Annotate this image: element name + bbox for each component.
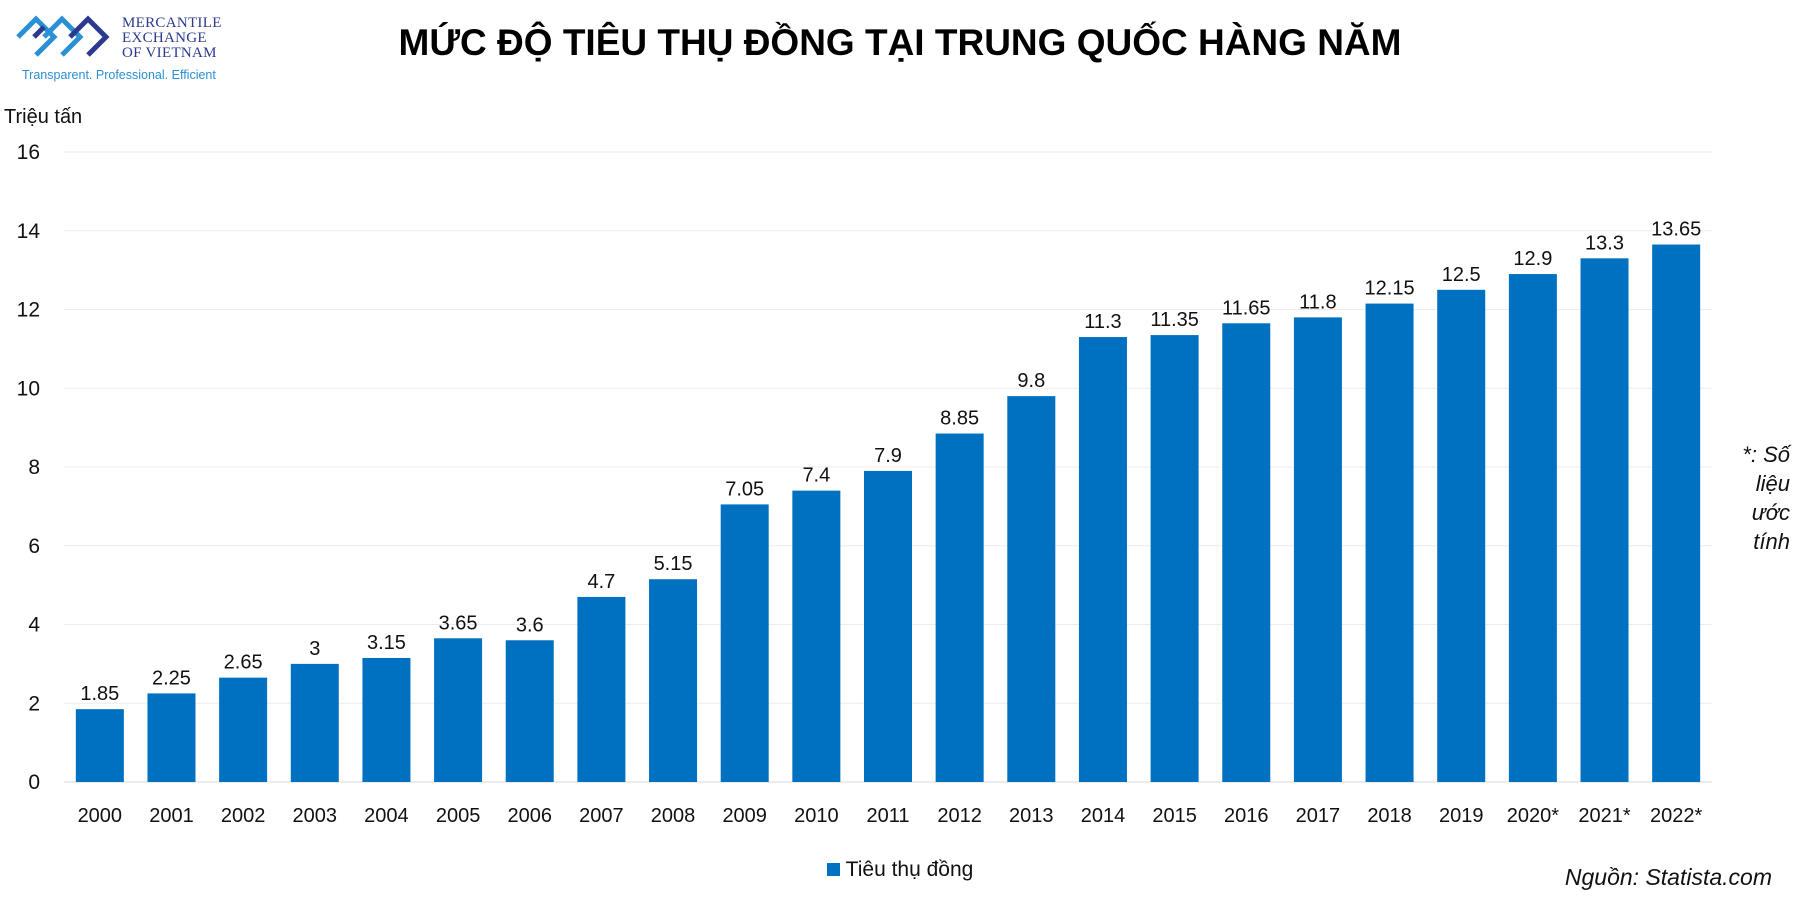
estimate-note: *: Số liệu ước tính — [1742, 442, 1790, 554]
x-tick-label: 2020* — [1507, 805, 1559, 827]
data-label: 11.8 — [1299, 291, 1336, 313]
x-tick-label: 2012 — [937, 805, 982, 827]
bar — [505, 640, 554, 782]
x-tick-label: 2003 — [293, 805, 338, 827]
data-label: 7.9 — [874, 445, 902, 467]
x-tick-label: 2018 — [1367, 805, 1412, 827]
bar — [1365, 303, 1414, 782]
x-tick-label: 2006 — [507, 805, 552, 827]
y-axis-unit-label: Triệu tấn — [4, 106, 83, 128]
logo-tagline: Transparent. Professional. Efficient — [22, 68, 216, 82]
x-tick-label: 2015 — [1152, 805, 1197, 827]
chart-title: MỨC ĐỘ TIÊU THỤ ĐỒNG TẠI TRUNG QUỐC HÀNG… — [398, 22, 1402, 63]
data-label: 11.35 — [1150, 309, 1199, 331]
bar — [147, 693, 196, 782]
data-label: 3.6 — [516, 614, 544, 636]
logo-line-3: OF VIETNAM — [122, 45, 217, 61]
x-tick-label: 2022* — [1650, 805, 1702, 827]
bar — [1150, 335, 1199, 782]
bar — [863, 470, 913, 782]
x-tick-label: 2013 — [1009, 805, 1054, 827]
y-tick-label: 2 — [28, 692, 40, 715]
data-label: 7.05 — [725, 478, 764, 500]
data-label: 9.8 — [1017, 370, 1045, 392]
x-tick-label: 2014 — [1081, 805, 1126, 827]
x-tick-label: 2008 — [651, 805, 696, 827]
data-label: 2.25 — [152, 667, 191, 689]
bar — [792, 490, 841, 782]
x-tick-label: 2019 — [1439, 805, 1484, 827]
bar — [577, 596, 626, 782]
x-tick-label: 2016 — [1224, 805, 1269, 827]
data-label: 4.7 — [587, 571, 615, 593]
bar — [1580, 258, 1629, 782]
bar — [720, 504, 769, 782]
bar — [935, 433, 984, 782]
bar — [1007, 396, 1056, 782]
bar — [362, 657, 411, 782]
bar — [1652, 244, 1701, 782]
x-tick-label: 2017 — [1296, 805, 1341, 827]
y-tick-label: 8 — [28, 456, 40, 479]
legend: Tiêu thụ đồng — [0, 858, 1800, 882]
data-label: 8.85 — [940, 408, 979, 430]
bar — [434, 638, 483, 782]
x-tick-label: 2009 — [722, 805, 767, 827]
data-label: 1.85 — [80, 683, 119, 705]
data-label: 3.15 — [367, 632, 406, 654]
logo-line-1: MERCANTILE — [122, 15, 222, 31]
logo-mark-icon — [16, 15, 110, 57]
data-label: 11.3 — [1084, 311, 1121, 333]
data-label: 5.15 — [654, 553, 693, 575]
logo: MERCANTILE EXCHANGE OF VIETNAM Transpare… — [14, 12, 244, 84]
y-tick-label: 6 — [28, 535, 40, 558]
data-label: 3.65 — [439, 612, 478, 634]
y-tick-label: 0 — [28, 771, 40, 794]
bar — [1222, 323, 1271, 782]
bar — [649, 579, 698, 782]
y-tick-label: 16 — [17, 141, 40, 164]
logo-text: MERCANTILE EXCHANGE OF VIETNAM — [122, 16, 222, 61]
data-label: 12.9 — [1513, 248, 1552, 270]
bar — [290, 663, 339, 782]
data-label: 12.15 — [1365, 278, 1415, 300]
source-note: Nguồn: Statista.com — [1564, 864, 1772, 890]
y-tick-label: 12 — [17, 299, 40, 322]
data-label: 11.65 — [1222, 297, 1271, 319]
x-tick-label: 2000 — [78, 805, 123, 827]
x-tick-label: 2002 — [221, 805, 266, 827]
legend-swatch — [826, 862, 840, 876]
legend-label: Tiêu thụ đồng — [845, 858, 974, 881]
y-tick-label: 14 — [17, 220, 41, 243]
x-tick-label: 2021* — [1578, 805, 1630, 827]
data-label: 12.5 — [1442, 264, 1481, 286]
y-tick-label: 4 — [28, 614, 40, 637]
x-tick-label: 2005 — [436, 805, 481, 827]
data-label: 13.3 — [1585, 232, 1624, 254]
bar — [1078, 337, 1127, 782]
bar — [1293, 317, 1342, 782]
data-label: 2.65 — [224, 652, 263, 674]
x-tick-label: 2001 — [149, 805, 194, 827]
bar — [1508, 274, 1557, 782]
data-label: 7.4 — [802, 465, 830, 487]
x-tick-label: 2004 — [364, 805, 409, 827]
bar — [219, 677, 268, 782]
data-label: 13.65 — [1651, 219, 1701, 241]
data-label: 3 — [309, 638, 320, 660]
y-tick-label: 10 — [17, 377, 40, 400]
logo-line-2: EXCHANGE — [122, 30, 207, 46]
bar — [75, 709, 124, 782]
bar — [1437, 289, 1486, 782]
x-tick-label: 2011 — [866, 805, 909, 827]
x-tick-label: 2010 — [794, 805, 839, 827]
x-tick-label: 2007 — [579, 805, 624, 827]
